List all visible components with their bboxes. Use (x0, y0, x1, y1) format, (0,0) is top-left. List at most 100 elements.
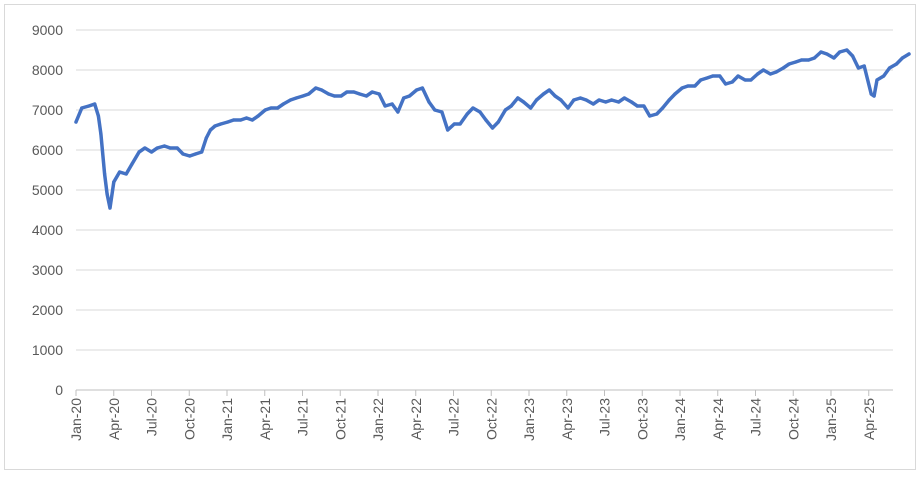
data-point (345, 90, 349, 94)
data-point (851, 54, 855, 58)
data-point (232, 118, 236, 122)
data-point (529, 106, 533, 110)
data-point (168, 146, 172, 150)
data-point (794, 60, 798, 64)
data-point (112, 180, 116, 184)
data-point (294, 96, 298, 100)
data-point (887, 66, 892, 70)
data-point (705, 76, 709, 80)
data-point (730, 80, 734, 84)
data-point (80, 106, 84, 110)
x-tick-label: Jan-21 (219, 398, 235, 441)
data-point (415, 88, 419, 92)
data-point (516, 96, 520, 100)
data-point (490, 126, 495, 130)
data-point (352, 90, 356, 94)
data-point (193, 152, 198, 156)
data-point (458, 122, 462, 126)
x-tick-label: Jan-25 (823, 398, 839, 441)
x-tick-label: Jul-20 (144, 398, 160, 436)
data-point (250, 118, 254, 122)
data-point (591, 102, 595, 106)
data-point (699, 78, 703, 82)
data-point (559, 98, 563, 102)
data-point (845, 48, 849, 52)
data-point (219, 122, 223, 126)
data-point (622, 96, 627, 100)
data-point (93, 102, 97, 106)
chart-frame (4, 4, 916, 470)
x-tick-label: Oct-21 (332, 398, 348, 440)
data-point (370, 90, 374, 94)
data-point (875, 78, 879, 82)
data-point (87, 104, 91, 108)
data-point (584, 98, 588, 102)
data-point (724, 82, 728, 86)
data-point (314, 86, 318, 90)
x-tick-label: Jan-24 (672, 398, 688, 441)
data-point (635, 104, 639, 108)
data-point (509, 104, 513, 108)
data-point (655, 112, 659, 116)
data-point (263, 108, 267, 112)
data-point (572, 98, 576, 102)
data-point (629, 100, 634, 104)
x-axis-tick-labels: Jan-20 Apr-20 Jul-20 Oct-20 Jan-21 Apr-21 Jul-… (68, 398, 877, 441)
x-tick-label: Apr-25 (861, 398, 877, 440)
data-point (736, 74, 740, 78)
data-point (465, 112, 469, 116)
data-point (711, 74, 715, 78)
axes (75, 389, 893, 396)
x-tick-label: Jan-23 (521, 398, 537, 441)
data-point (407, 94, 412, 98)
data-point (155, 146, 159, 150)
data-point (244, 116, 249, 120)
y-tick-label: 4000 (32, 222, 63, 238)
data-point (402, 96, 406, 100)
x-tick-label: Jan-20 (68, 398, 84, 441)
data-point (105, 192, 109, 196)
data-point (819, 50, 823, 54)
data-point (686, 84, 690, 88)
data-point (103, 172, 107, 176)
data-point (358, 92, 362, 96)
data-point (547, 88, 551, 92)
data-point (648, 114, 652, 118)
x-tick-label: Oct-23 (634, 398, 650, 440)
data-point (832, 56, 836, 60)
data-point (383, 104, 387, 108)
y-tick-label: 5000 (32, 182, 63, 198)
data-point (478, 110, 482, 114)
data-point (204, 136, 208, 140)
x-tick-label: Apr-24 (710, 398, 726, 440)
data-point (872, 94, 876, 98)
data-point (188, 154, 192, 158)
data-point (541, 92, 546, 96)
data-point (693, 84, 697, 88)
data-point (566, 106, 570, 110)
data-point (862, 64, 866, 68)
data-point (427, 100, 431, 104)
data-point (162, 144, 166, 148)
data-point (667, 98, 671, 102)
data-point (761, 68, 766, 72)
data-point (208, 128, 212, 132)
data-point (339, 94, 343, 98)
data-point (534, 98, 539, 102)
data-point (907, 52, 911, 56)
data-point (213, 124, 217, 128)
x-tick-label: Oct-22 (483, 398, 499, 440)
data-point (288, 98, 293, 102)
y-axis-tick-labels: 0 1000 2000 3000 4000 5000 6000 7000 8000 9000 (32, 22, 63, 398)
data-point (440, 110, 444, 114)
data-point (307, 92, 311, 96)
y-tick-label: 0 (55, 382, 63, 398)
data-point (332, 94, 336, 98)
data-point (96, 114, 100, 118)
y-tick-label: 9000 (32, 22, 63, 38)
data-point (377, 92, 381, 96)
data-point (838, 50, 842, 54)
x-tick-label: Oct-24 (785, 398, 801, 440)
data-point (799, 58, 804, 62)
